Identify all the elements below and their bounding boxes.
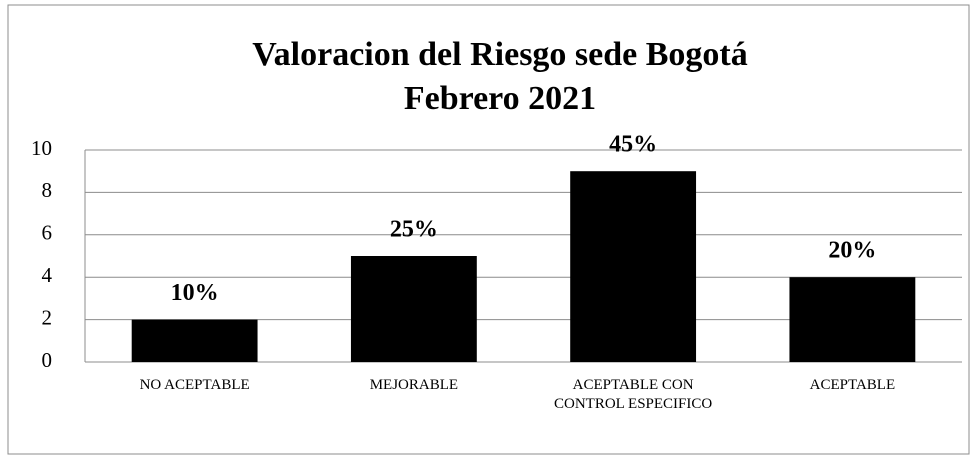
x-tick-label: NO ACEPTABLE bbox=[139, 377, 250, 393]
bar bbox=[789, 277, 916, 362]
chart-border bbox=[7, 4, 970, 455]
y-tick-label: 10 bbox=[31, 136, 52, 160]
data-label: 45% bbox=[609, 132, 657, 158]
data-label: 10% bbox=[171, 280, 219, 306]
chart-title: Valoracion del Riesgo sede Bogotá bbox=[252, 36, 748, 73]
bar bbox=[350, 256, 477, 362]
y-tick-label: 6 bbox=[42, 221, 53, 245]
bar bbox=[131, 319, 258, 362]
data-label: 20% bbox=[828, 238, 876, 264]
chart-subtitle: Febrero 2021 bbox=[404, 80, 596, 117]
y-tick-label: 0 bbox=[42, 348, 53, 372]
x-tick-label: MEJORABLE bbox=[369, 377, 459, 393]
x-tick-label: ACEPTABLE CON CONTROL ESPECIFICO bbox=[554, 377, 713, 412]
bar bbox=[570, 171, 697, 362]
data-label: 25% bbox=[390, 217, 438, 243]
y-tick-label: 2 bbox=[42, 305, 53, 329]
y-tick-label: 8 bbox=[42, 178, 53, 202]
y-tick-label: 4 bbox=[42, 263, 53, 287]
x-tick-label: ACEPTABLE bbox=[809, 377, 896, 393]
